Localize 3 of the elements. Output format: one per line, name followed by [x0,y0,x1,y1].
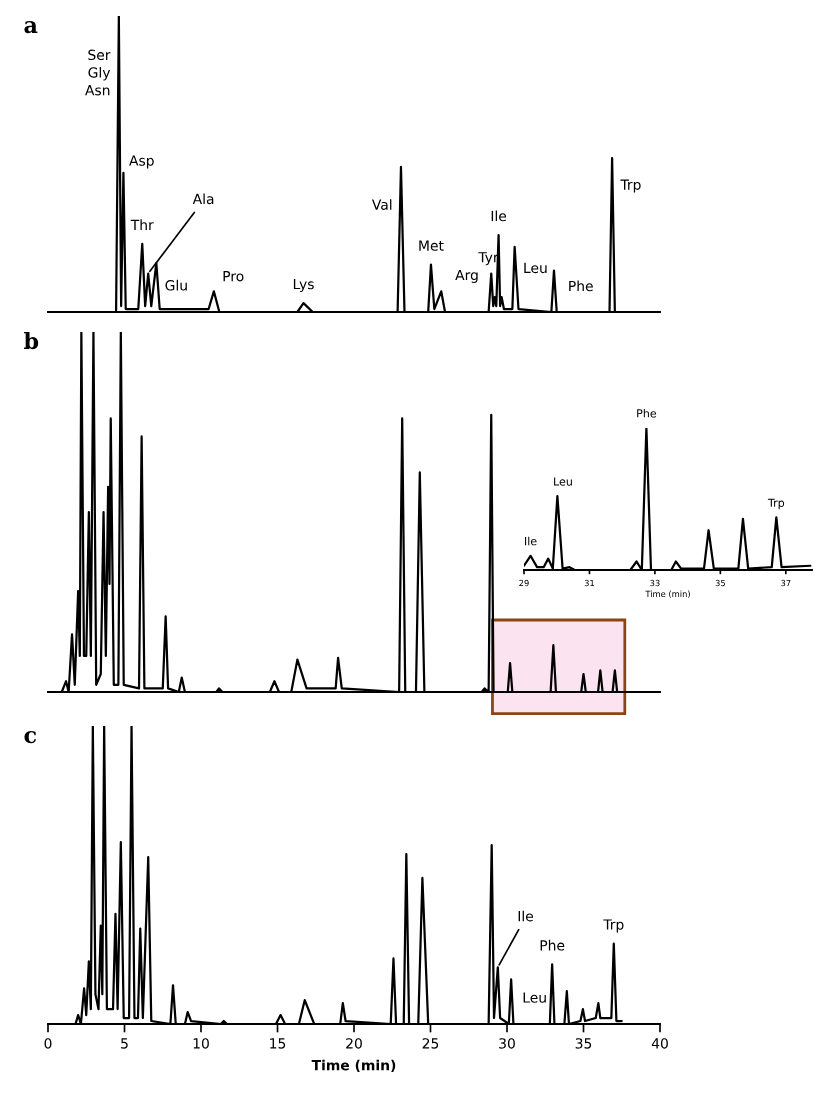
chart-title: a [24,21,38,34]
chart-title: b [24,332,39,350]
chart-title: c [24,731,37,744]
